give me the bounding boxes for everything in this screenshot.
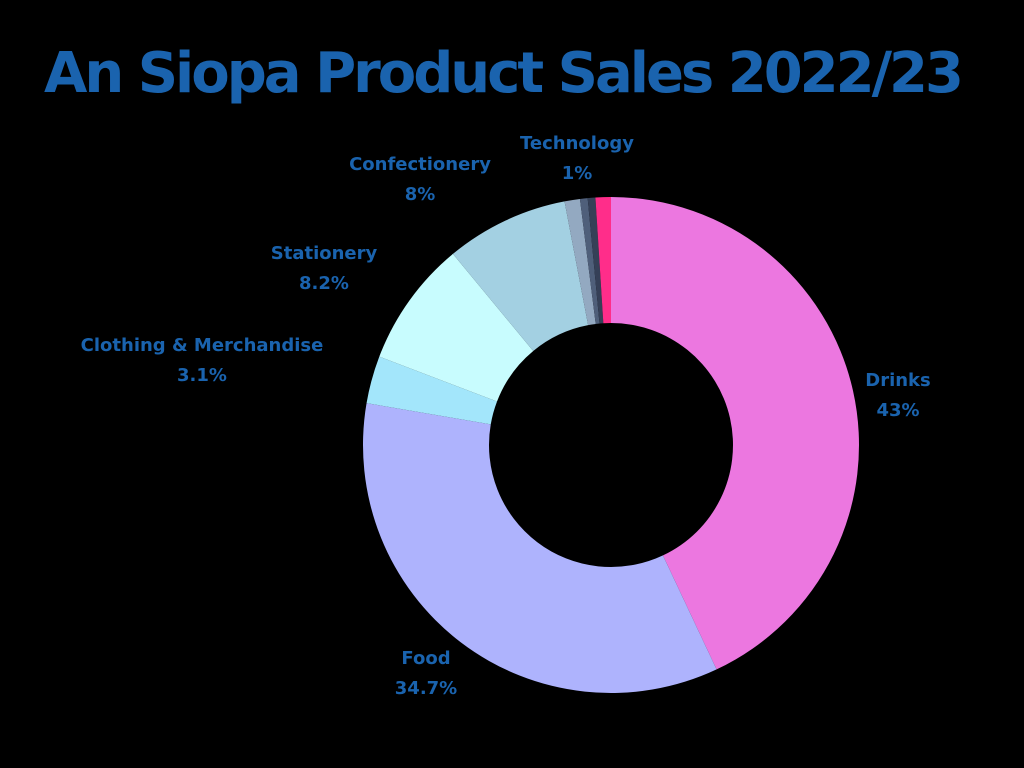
slice-unlabeled-6 bbox=[579, 198, 600, 324]
slice-unlabeled-7 bbox=[587, 197, 604, 324]
slice-label-value: 3.1% bbox=[177, 365, 227, 386]
chart-title: An Siopa Product Sales 2022/23 bbox=[44, 41, 961, 106]
slice-label-value: 8% bbox=[405, 184, 436, 205]
slice-label-name: Food bbox=[401, 648, 450, 669]
slice-label-value: 1% bbox=[562, 163, 593, 184]
slice-drinks bbox=[611, 197, 859, 670]
donut-slices bbox=[363, 197, 859, 693]
slice-label-value: 8.2% bbox=[299, 273, 349, 294]
slice-unlabeled-5 bbox=[564, 198, 596, 326]
slice-label-value: 43% bbox=[876, 400, 919, 421]
slice-stationery bbox=[379, 253, 534, 402]
slice-technology bbox=[595, 197, 611, 324]
slice-label-value: 34.7% bbox=[395, 678, 457, 699]
slice-label-name: Confectionery bbox=[349, 154, 491, 175]
slice-food bbox=[363, 403, 717, 693]
slice-label-name: Drinks bbox=[865, 370, 931, 391]
slice-confectionery bbox=[452, 201, 589, 351]
slice-labels: Drinks 43% Food 34.7% Clothing & Merchandise… bbox=[81, 133, 931, 699]
slice-label-name: Stationery bbox=[271, 243, 378, 264]
slice-label-name: Technology bbox=[520, 133, 634, 154]
slice-label-name: Clothing & Merchandise bbox=[81, 335, 324, 356]
slice-clothing-merchandise bbox=[366, 356, 498, 425]
